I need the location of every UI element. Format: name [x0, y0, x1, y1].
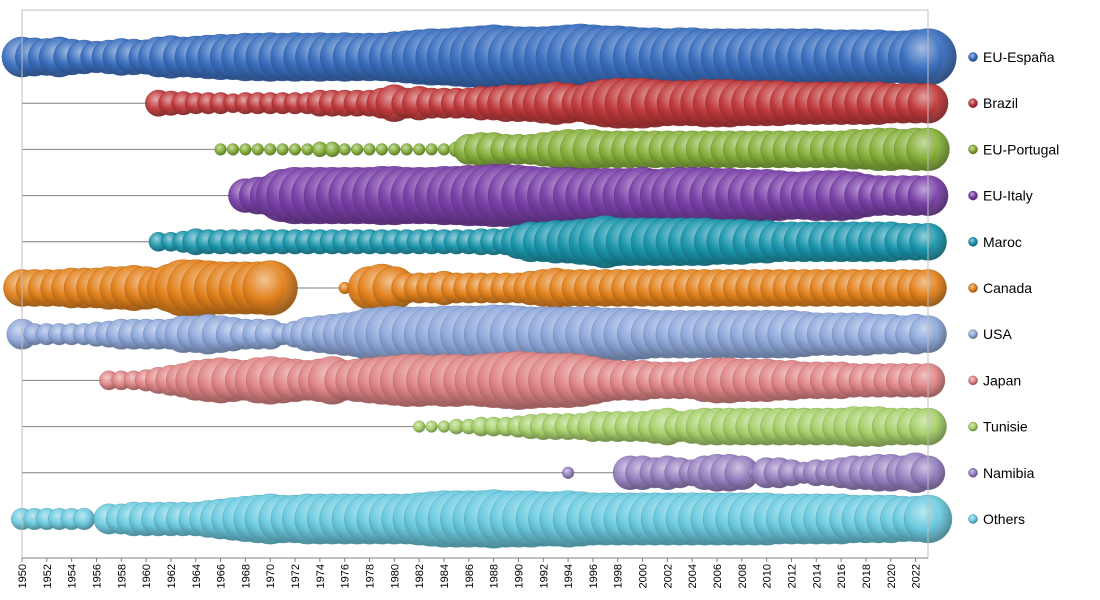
x-tick-label-1970: 1970	[265, 564, 277, 588]
bubble-eu-portugal-1972	[288, 143, 302, 156]
bubble-layer	[1, 23, 957, 549]
x-tick-label-1972: 1972	[290, 564, 302, 588]
x-tick-label-2016: 2016	[836, 564, 848, 588]
x-tick-label-1978: 1978	[365, 564, 377, 588]
bubble-eu-portugal-1984	[437, 143, 451, 156]
legend-label-canada: Canada	[983, 280, 1032, 296]
legend-label-usa: USA	[983, 326, 1012, 342]
bubble-eu-portugal-1973	[301, 143, 314, 156]
x-tick-label-1964: 1964	[191, 564, 203, 588]
legend-marker-tunisie	[968, 421, 978, 432]
bubble-eu-portugal-1983	[425, 143, 438, 156]
series-canada	[3, 259, 947, 317]
x-tick-label-1980: 1980	[389, 564, 401, 588]
legend-label-eu-espa-a: EU-España	[983, 49, 1055, 65]
legend-label-eu-italy: EU-Italy	[983, 188, 1033, 204]
x-tick-label-1994: 1994	[563, 564, 575, 588]
x-tick-label-2000: 2000	[638, 564, 650, 588]
legend-label-tunisie: Tunisie	[983, 419, 1028, 435]
x-tick-label-1968: 1968	[240, 564, 252, 588]
bubble-tunisie-1982	[413, 420, 426, 433]
series-maroc	[148, 215, 947, 269]
legend-label-japan: Japan	[983, 372, 1021, 388]
bubble-eu-portugal-1966	[214, 143, 227, 156]
x-tick-label-2010: 2010	[762, 564, 774, 588]
bubble-eu-portugal-1970	[264, 143, 277, 156]
x-tick-label-2008: 2008	[737, 564, 749, 588]
x-tick-label-1998: 1998	[613, 564, 625, 588]
x-tick-label-1954: 1954	[67, 564, 79, 588]
axes: 1950 1952 1954 1956 1958 1960 1962 1964 1966 1968…	[17, 9, 929, 588]
series-brazil	[145, 77, 949, 129]
legend-marker-eu-espa-a	[968, 52, 978, 62]
x-tick-label-2006: 2006	[712, 564, 724, 588]
bubble-others-1955	[73, 508, 96, 531]
bubble-eu-portugal-1980	[388, 143, 401, 156]
x-tick-label-2018: 2018	[861, 564, 873, 588]
series-tunisie	[413, 406, 947, 447]
x-tick-label-1960: 1960	[141, 564, 153, 588]
x-tick-label-2002: 2002	[662, 564, 674, 588]
legend-label-namibia: Namibia	[983, 465, 1035, 481]
legend: EU-España Brazil EU-Portugal EU-Italy Maroc C…	[968, 49, 1059, 527]
bubble-canada-1970	[242, 260, 298, 316]
series-eu-portugal	[214, 127, 950, 172]
legend-marker-canada	[968, 283, 978, 293]
x-tick-label-1992: 1992	[538, 564, 550, 588]
legend-label-others: Others	[983, 511, 1025, 527]
series-japan	[99, 350, 946, 410]
x-tick-label-1956: 1956	[92, 564, 104, 588]
x-tick-label-1974: 1974	[315, 564, 327, 588]
x-tick-label-1988: 1988	[489, 564, 501, 588]
x-tick-label-1976: 1976	[340, 564, 352, 588]
series-eu-espa-a	[1, 23, 957, 91]
bubble-eu-portugal-1971	[276, 143, 289, 156]
legend-label-maroc: Maroc	[983, 234, 1022, 250]
x-tick-label-2022: 2022	[911, 564, 923, 588]
bubble-eu-portugal-1969	[251, 143, 264, 156]
x-tick-label-1982: 1982	[414, 564, 426, 588]
bubble-tunisie-1983	[425, 420, 438, 433]
bubble-eu-portugal-1977	[351, 143, 364, 156]
bubble-eu-portugal-1968	[239, 143, 252, 156]
x-tick-label-2020: 2020	[886, 564, 898, 588]
legend-label-eu-portugal: EU-Portugal	[983, 141, 1059, 157]
legend-marker-brazil	[968, 98, 978, 108]
x-tick-label-1958: 1958	[116, 564, 128, 588]
series-eu-italy	[228, 164, 949, 228]
x-tick-label-1966: 1966	[216, 564, 228, 588]
bubble-eu-portugal-1975	[324, 141, 341, 158]
bubble-eu-portugal-1967	[226, 143, 240, 156]
bubble-eu-portugal-1979	[375, 143, 389, 156]
x-tick-label-1996: 1996	[588, 564, 600, 588]
series-others	[10, 489, 953, 549]
x-tick-label-1990: 1990	[513, 564, 525, 588]
legend-marker-japan	[968, 375, 978, 386]
bubble-eu-portugal-1981	[400, 143, 413, 156]
legend-marker-eu-portugal	[968, 144, 978, 155]
legend-marker-others	[968, 514, 978, 524]
legend-marker-maroc	[968, 237, 978, 247]
legend-label-brazil: Brazil	[983, 95, 1018, 111]
x-tick-label-2004: 2004	[687, 564, 699, 588]
x-tick-label-1984: 1984	[439, 564, 451, 588]
x-tick-label-2014: 2014	[811, 564, 823, 588]
bubble-eu-portugal-1978	[363, 143, 376, 156]
legend-marker-usa	[968, 329, 978, 339]
bubble-eu-portugal-1982	[413, 143, 426, 156]
bubble-eu-portugal-1976	[338, 143, 351, 156]
bubble-namibia-1994	[561, 466, 575, 479]
x-tick-label-1986: 1986	[464, 564, 476, 588]
x-tick-label-2012: 2012	[787, 564, 799, 588]
x-tick-label-1952: 1952	[42, 564, 54, 588]
legend-marker-eu-italy	[968, 190, 978, 201]
bubble-tunisie-1984	[437, 420, 451, 433]
x-tick-label-1950: 1950	[17, 564, 29, 588]
legend-marker-namibia	[968, 468, 978, 478]
x-tick-label-1962: 1962	[166, 564, 178, 588]
series-namibia	[561, 452, 946, 494]
series-usa	[6, 304, 947, 364]
